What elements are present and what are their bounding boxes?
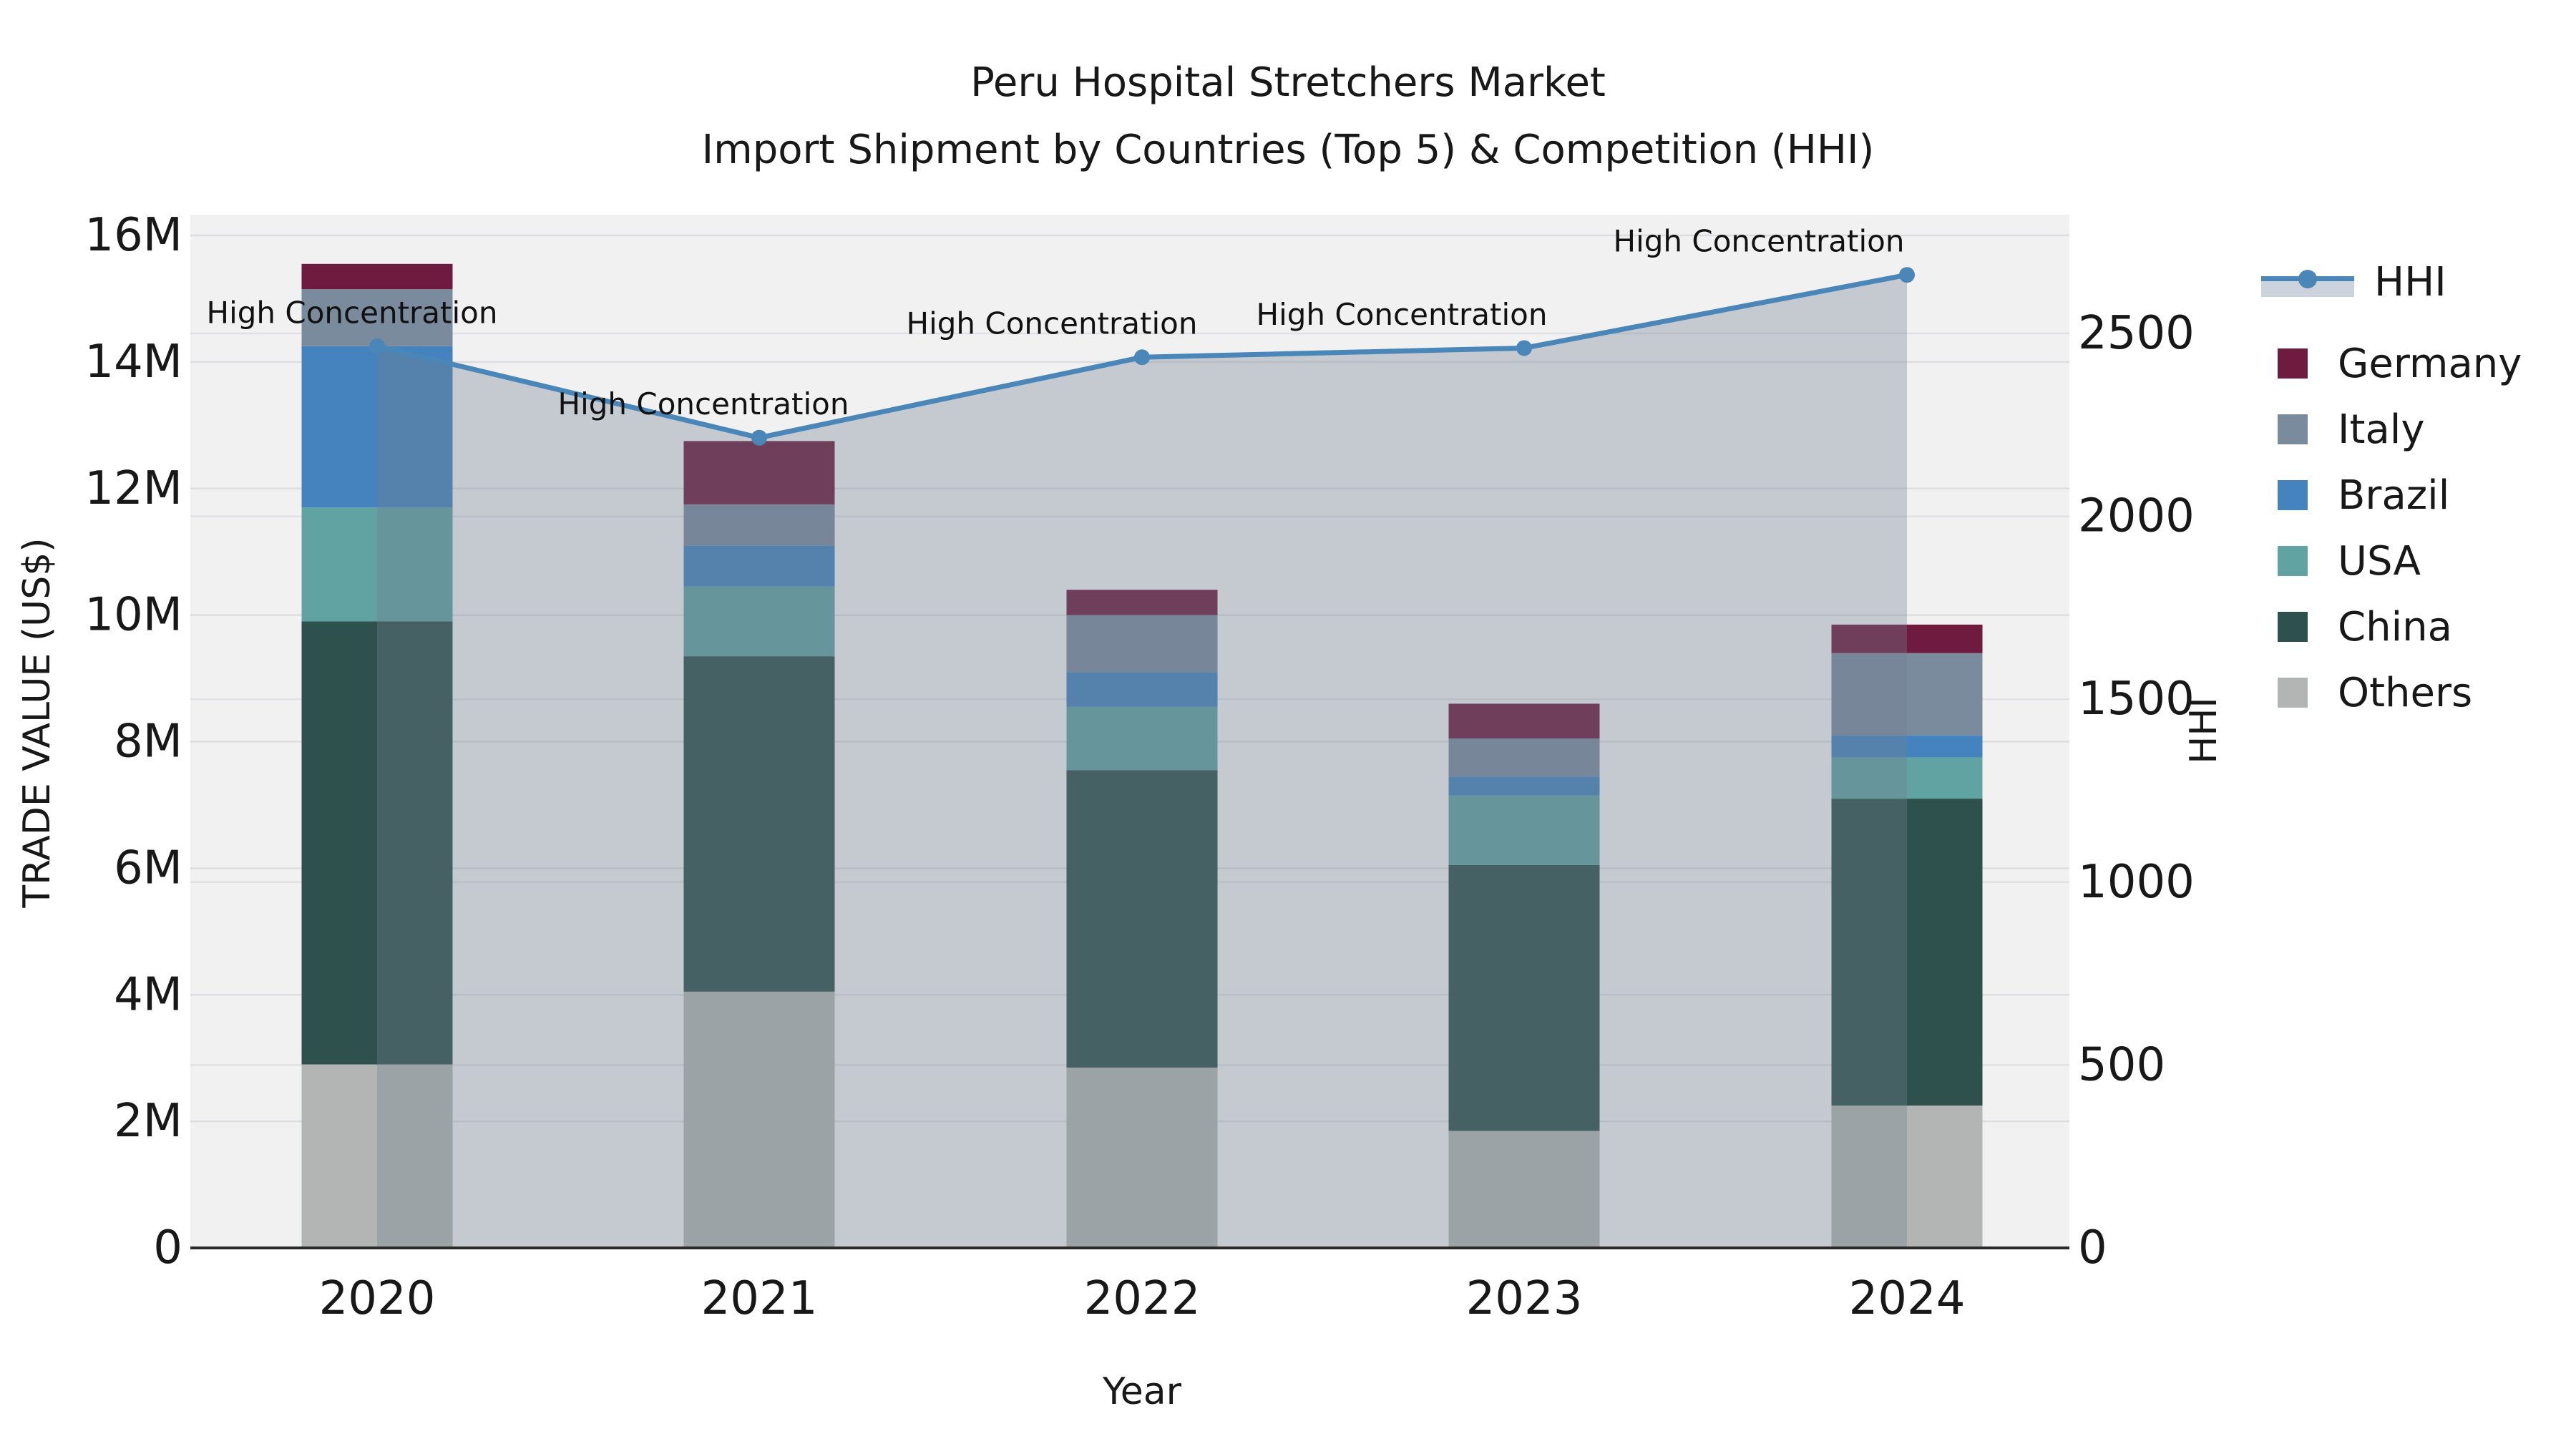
legend-item-brazil: Brazil (2261, 462, 2449, 528)
hhi-marker-2024 (1899, 267, 1915, 283)
y2-tick-label: 1500 (2078, 673, 2195, 726)
bar-segment-brazil-2023 (1448, 776, 1600, 796)
bar-segment-china-2020 (301, 621, 453, 1065)
y2-tick-label: 0 (2078, 1221, 2107, 1274)
bar-segment-usa-2020 (301, 507, 453, 622)
hhi-marker-2020 (369, 338, 385, 354)
bar-segment-germany-2022 (1066, 590, 1218, 615)
legend-swatch-others (2278, 678, 2308, 708)
legend-swatch-brazil (2278, 480, 2308, 510)
annotation-high-concentration-2021: High Concentration (558, 386, 849, 421)
legend-swatch-china (2278, 612, 2308, 642)
bar-segment-china-2024 (1831, 799, 1983, 1106)
x-tick-label-2022: 2022 (1084, 1272, 1201, 1325)
legend-swatch-germany (2278, 348, 2308, 379)
y-tick-label: 10M (84, 589, 182, 642)
bar-segment-italy-2020 (301, 289, 453, 346)
bar-segment-germany-2024 (1831, 624, 1983, 653)
hhi-marker-2023 (1516, 340, 1532, 356)
bar-segment-china-2021 (683, 656, 835, 992)
bar-segment-others-2021 (683, 991, 835, 1248)
legend-swatch-usa (2278, 546, 2308, 576)
bar-segment-usa-2024 (1831, 757, 1983, 799)
legend-item-others: Others (2261, 660, 2472, 726)
bar-segment-italy-2024 (1831, 653, 1983, 736)
legend-item-hhi: HHI (2261, 249, 2446, 315)
y2-tick-label: 2500 (2078, 307, 2195, 360)
bar-segment-germany-2020 (301, 263, 453, 290)
x-axis-title: Year (1102, 1370, 1182, 1413)
bar-segment-others-2022 (1066, 1067, 1218, 1248)
bar-segment-others-2020 (301, 1064, 453, 1248)
bar-segment-others-2024 (1831, 1106, 1983, 1248)
bar-segment-usa-2023 (1448, 795, 1600, 865)
y-tick-label: 6M (114, 841, 182, 894)
legend-label-germany: Germany (2338, 340, 2522, 387)
legend-label-brazil: Brazil (2338, 472, 2450, 519)
chart-title-line2: Import Shipment by Countries (Top 5) & C… (701, 127, 1875, 173)
y2-axis-title: HHI (2182, 697, 2225, 764)
y-tick-label: 2M (114, 1095, 182, 1148)
bar-segment-china-2022 (1066, 770, 1218, 1068)
legend-label-hhi: HHI (2374, 258, 2446, 306)
legend-item-usa: USA (2261, 528, 2421, 594)
y2-tick-label: 1000 (2078, 856, 2195, 909)
bar-segment-italy-2022 (1066, 615, 1218, 673)
hhi-marker-2022 (1134, 349, 1150, 366)
chart-title-line1: Peru Hospital Stretchers Market (970, 59, 1606, 106)
hhi-marker-2021 (751, 429, 767, 446)
x-tick-label-2024: 2024 (1849, 1272, 1966, 1325)
y-axis-title: TRADE VALUE (US$) (16, 537, 59, 908)
y-tick-label: 8M (114, 716, 182, 769)
y2-tick-label: 2000 (2078, 490, 2195, 543)
bar-segment-usa-2021 (683, 586, 835, 657)
bar-segment-brazil-2020 (301, 346, 453, 508)
bar-segment-brazil-2024 (1831, 735, 1983, 758)
annotation-high-concentration-2023: High Concentration (1257, 297, 1548, 332)
bar-segment-germany-2023 (1448, 703, 1600, 739)
bar-segment-china-2023 (1448, 864, 1600, 1131)
hhi-legend-glyph (2261, 267, 2354, 297)
bar-segment-others-2023 (1448, 1131, 1600, 1248)
x-tick-label-2020: 2020 (319, 1272, 436, 1325)
legend-label-others: Others (2338, 669, 2473, 716)
bar-segment-usa-2022 (1066, 706, 1218, 771)
y-tick-label: 12M (84, 462, 182, 515)
legend-label-usa: USA (2338, 537, 2421, 585)
annotation-high-concentration-2022: High Concentration (907, 306, 1198, 341)
bar-segment-brazil-2021 (683, 545, 835, 587)
bar-segment-brazil-2022 (1066, 672, 1218, 707)
annotation-high-concentration-2024: High Concentration (1614, 224, 1905, 259)
annotation-high-concentration-2020: High Concentration (207, 295, 498, 330)
legend-item-china: China (2261, 594, 2452, 660)
legend-swatch-italy (2278, 414, 2308, 444)
x-tick-label-2023: 2023 (1466, 1272, 1583, 1325)
y-tick-label: 0 (153, 1221, 182, 1274)
y-tick-label: 4M (114, 968, 182, 1021)
hhi-legend-marker (2298, 270, 2317, 288)
bar-segment-germany-2021 (683, 441, 835, 504)
legend-label-italy: Italy (2338, 406, 2425, 453)
y-tick-label: 16M (84, 209, 182, 262)
legend-item-italy: Italy (2261, 396, 2425, 462)
legend-item-germany: Germany (2261, 331, 2522, 396)
y2-tick-label: 500 (2078, 1038, 2165, 1091)
bar-segment-italy-2023 (1448, 738, 1600, 777)
legend-label-china: China (2338, 603, 2452, 650)
hhi-area-fill (377, 275, 1907, 1248)
y-tick-label: 14M (84, 336, 182, 389)
bar-segment-italy-2021 (683, 504, 835, 546)
chart-title: Peru Hospital Stretchers Market Import S… (0, 63, 2576, 197)
x-tick-label-2021: 2021 (701, 1272, 818, 1325)
